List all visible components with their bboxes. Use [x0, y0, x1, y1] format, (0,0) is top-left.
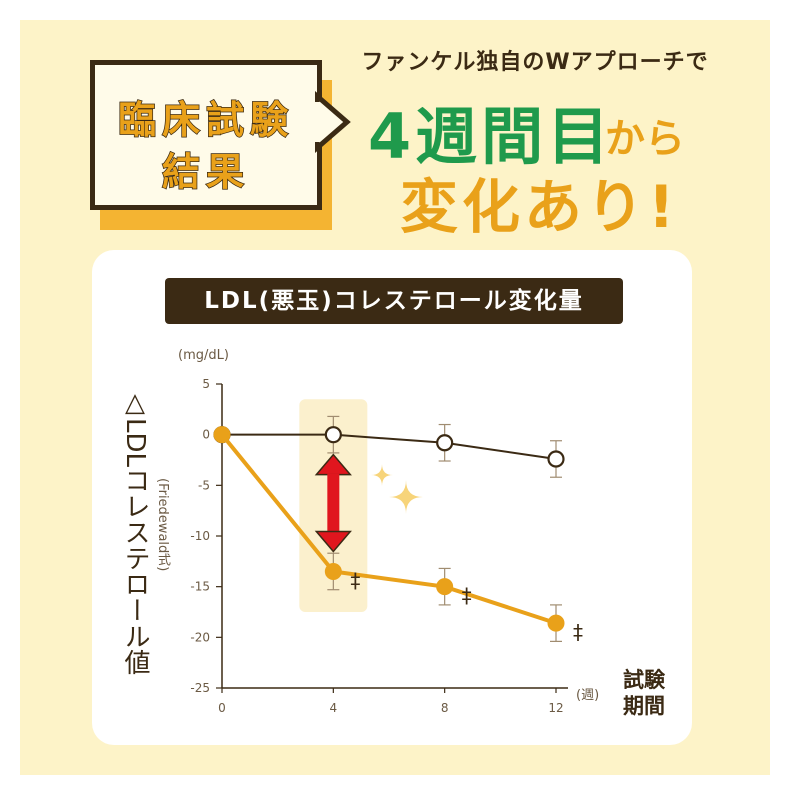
headline-subtitle: ファンケル独自のWアプローチで [361, 50, 709, 75]
significance-mark: ‡ [350, 568, 360, 592]
chart-title: LDL(悪玉)コレステロール変化量 [165, 278, 623, 324]
data-point-series-2 [436, 578, 454, 596]
significance-mark: ‡ [573, 620, 583, 644]
data-point-series-1 [324, 426, 342, 444]
y-tick-label: 5 [202, 377, 210, 391]
x-axis-label: 試験期間 [623, 668, 665, 718]
badge-line-2: 結果 [161, 149, 250, 195]
data-point-series-1 [547, 450, 565, 468]
series-line-2 [220, 433, 557, 626]
y-axis-sublabel: (Friedewald式) [155, 478, 170, 572]
significance-mark: ‡ [462, 584, 472, 608]
y-tick-label: -5 [198, 478, 210, 492]
data-point-series-1 [436, 434, 454, 452]
chart-card [92, 250, 692, 745]
x-tick-label: 0 [218, 701, 226, 715]
sparkle-icon [371, 464, 393, 486]
data-point-series-2 [324, 562, 342, 580]
y-tick-label: -15 [190, 580, 210, 594]
x-tick-label: 12 [548, 701, 563, 715]
headline-weeks: 4週間目 [368, 100, 614, 173]
headline-connector: から [605, 116, 685, 162]
y-axis-label: △LDLコレステロール値 [120, 388, 150, 675]
arrow-shaft [327, 473, 340, 532]
data-point-series-2 [213, 426, 231, 444]
result-badge: 臨床試験 結果 [90, 60, 322, 210]
y-tick-label: -10 [190, 529, 210, 543]
y-tick-label: -20 [190, 630, 210, 644]
sparkle-icon [389, 480, 423, 514]
data-point-series-2 [547, 614, 565, 632]
badge-tail [315, 90, 351, 154]
x-tick-label: 4 [330, 701, 338, 715]
y-unit-label: (mg/dL) [178, 348, 229, 363]
arrow-head-down [314, 530, 352, 553]
y-tick-label: -25 [190, 681, 210, 695]
x-tick-label: 8 [441, 701, 449, 715]
x-unit-label: (週) [576, 688, 600, 703]
y-tick-label: 0 [202, 428, 210, 442]
badge-line-1: 臨床試験 [117, 97, 294, 143]
headline-change: 変化あり! [400, 173, 679, 241]
series-line-1 [222, 433, 557, 460]
